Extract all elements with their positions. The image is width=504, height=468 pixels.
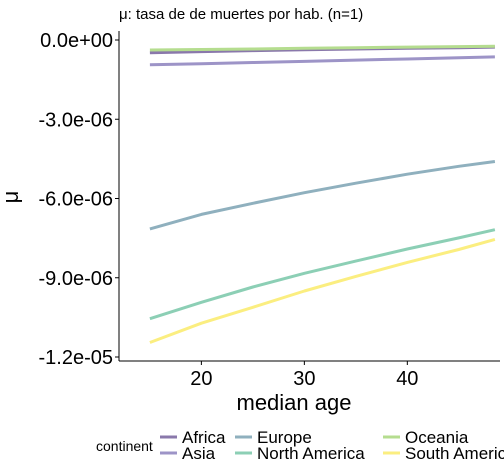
x-tick-label: 30 (293, 368, 315, 390)
x-axis-title: median age (237, 390, 352, 415)
y-tick-label: -1.2e-05 (39, 347, 114, 369)
x-tick-label: 20 (190, 368, 212, 390)
x-tick-label: 40 (396, 368, 418, 390)
series-line-oceania (149, 44, 495, 52)
legend-label-europe: Europe (257, 428, 312, 447)
y-tick-label: -9.0e-06 (39, 268, 114, 290)
y-tick-label: -3.0e-06 (39, 109, 114, 131)
series-line-europe (149, 160, 496, 231)
legend-label-oceania: Oceania (405, 428, 469, 447)
chart-title: μ: tasa de de muertes por hab. (n=1) (119, 6, 363, 23)
series-line-asia (149, 55, 495, 67)
legend-label-north-america: North America (257, 444, 365, 463)
legend-label-africa: Africa (182, 428, 226, 447)
plot-panel: 0.0e+00 -3.0e-06 -6.0e-06 -9.0e-06 -1.2e-05 2… (39, 30, 500, 390)
legend-title: continent (96, 438, 153, 454)
legend-label-asia: Asia (182, 444, 216, 463)
y-tick-label: -6.0e-06 (39, 189, 114, 211)
y-tick-label: 0.0e+00 (40, 30, 113, 52)
series-line-north-america (149, 228, 496, 321)
legend-label-south-america: South America (405, 444, 504, 463)
y-axis-title: μ (0, 191, 23, 204)
series-line-south-america (149, 237, 496, 344)
